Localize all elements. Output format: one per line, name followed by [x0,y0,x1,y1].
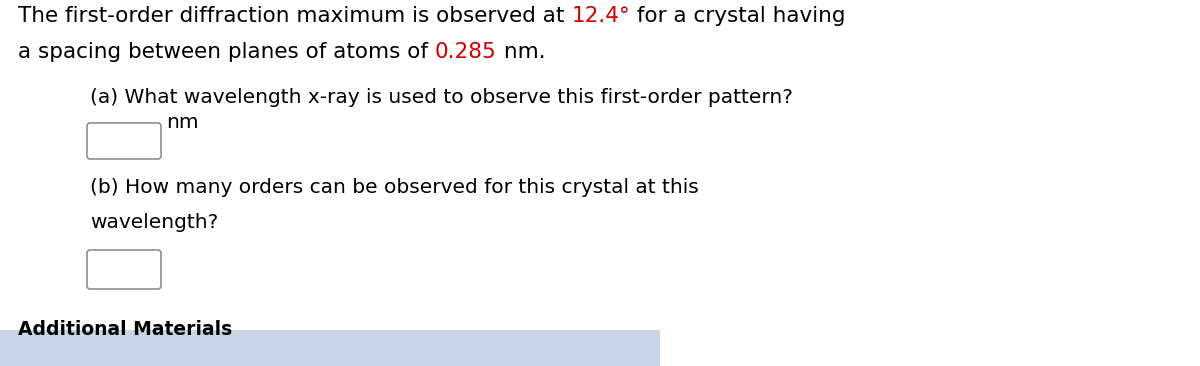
Text: 0.285: 0.285 [434,42,497,62]
Bar [0,330,660,366]
Text: 12.4°: 12.4° [571,6,630,26]
FancyBboxPatch shape [88,123,161,159]
Text: (a) What wavelength x-ray is used to observe this first-order pattern?: (a) What wavelength x-ray is used to obs… [90,88,793,107]
Text: nm.: nm. [497,42,545,62]
Text: wavelength?: wavelength? [90,213,218,232]
Text: (b) How many orders can be observed for this crystal at this: (b) How many orders can be observed for … [90,178,698,197]
Text: for a crystal having: for a crystal having [630,6,845,26]
Text: nm: nm [166,113,199,132]
Text: The first-order diffraction maximum is observed at: The first-order diffraction maximum is o… [18,6,571,26]
FancyBboxPatch shape [88,250,161,289]
Text: a spacing between planes of atoms of: a spacing between planes of atoms of [18,42,434,62]
Text: Additional Materials: Additional Materials [18,320,233,339]
